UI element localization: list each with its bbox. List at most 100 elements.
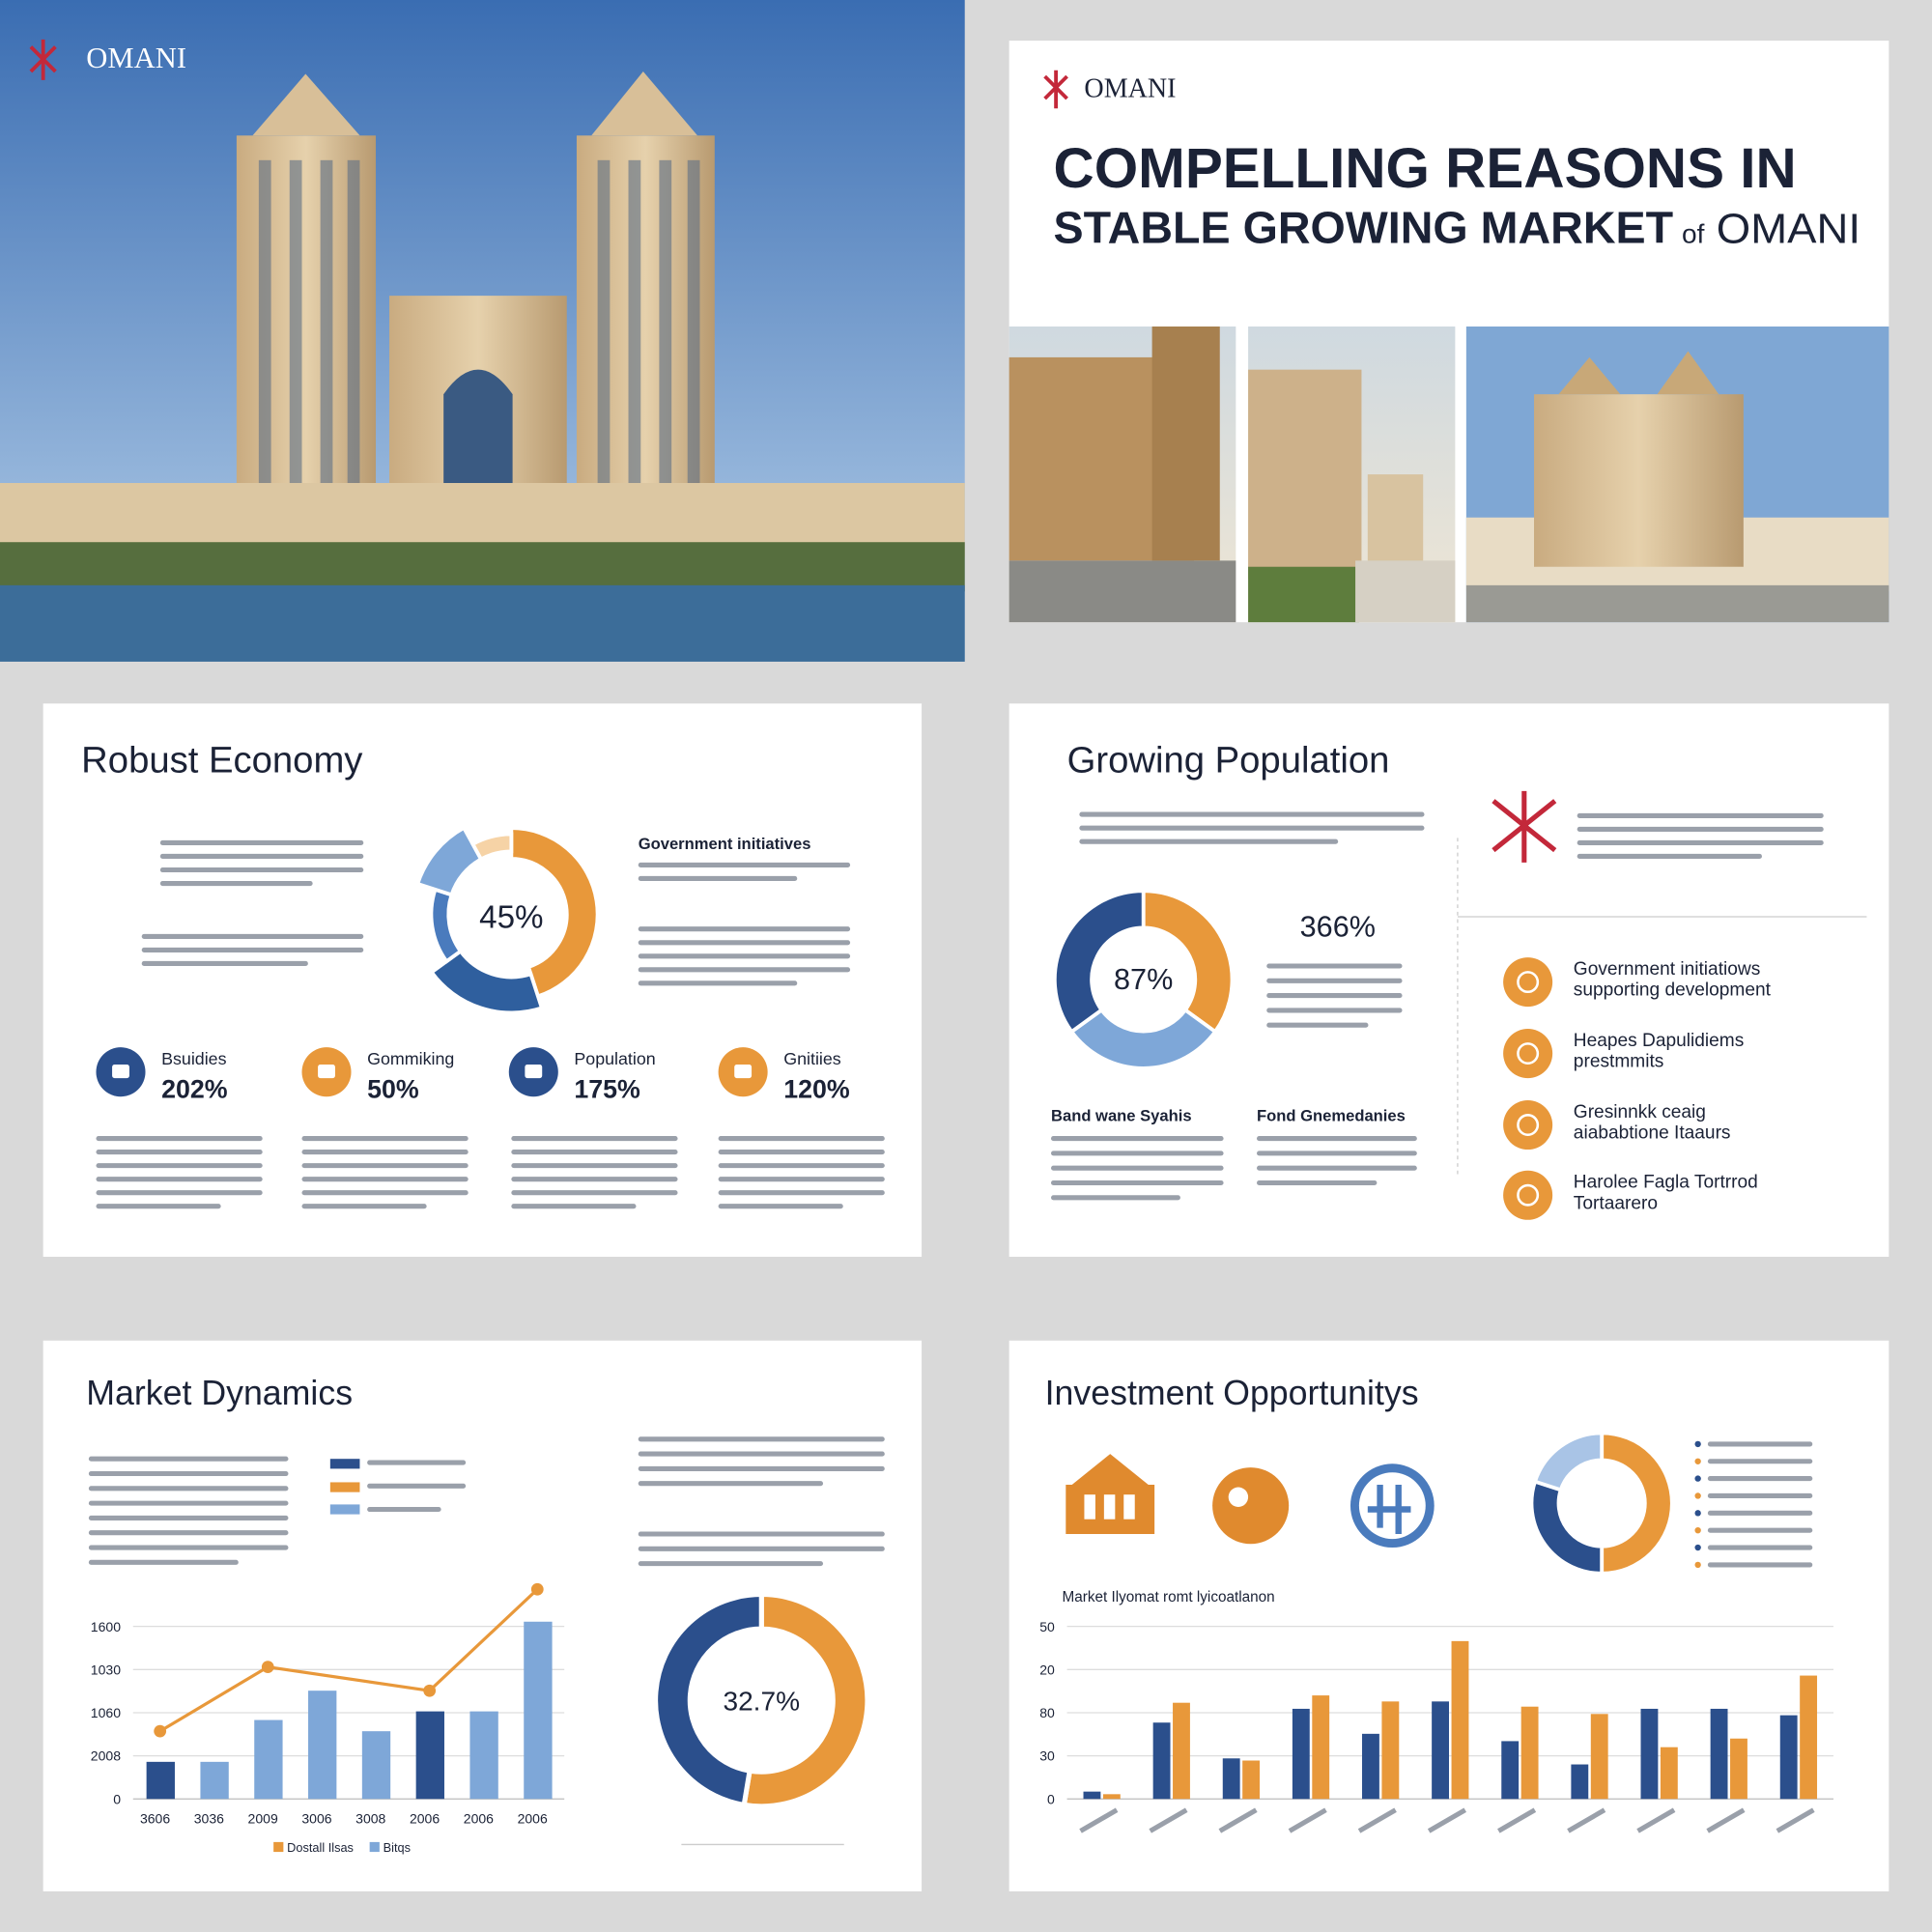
x-tick-placeholder: [1497, 1807, 1537, 1833]
market-slide: Market Dynamics 32.7%: [43, 1340, 923, 1891]
line-marker: [530, 1582, 544, 1596]
bar: [308, 1690, 337, 1800]
donut: [653, 1591, 870, 1809]
donut: [1529, 1431, 1674, 1576]
donut-segment: [653, 1591, 764, 1808]
logo-text: OMANI: [1084, 74, 1176, 104]
bar: [1730, 1738, 1747, 1800]
text-placeholder: [1577, 826, 1824, 832]
bar: [1292, 1708, 1310, 1800]
bar: [1590, 1714, 1608, 1800]
text-placeholder: [511, 1163, 678, 1169]
text-placeholder: [96, 1150, 263, 1155]
text-placeholder: [367, 1506, 441, 1513]
text-placeholder: [638, 926, 851, 932]
text-placeholder: [96, 1177, 263, 1182]
x-tick-placeholder: [1636, 1807, 1676, 1833]
icon: [1228, 1487, 1249, 1507]
line-marker: [261, 1661, 274, 1674]
text-placeholder: [638, 1546, 885, 1551]
text-placeholder: [718, 1136, 885, 1142]
y-tick-label: 0: [1047, 1791, 1055, 1806]
text-placeholder: [1257, 1165, 1417, 1171]
slide-title: Robust Economy: [81, 740, 363, 781]
donut: [1052, 889, 1235, 1070]
text-placeholder: [301, 1204, 427, 1209]
donut-segment: [1052, 889, 1146, 1035]
legend-swatch: [273, 1841, 284, 1853]
y-tick-label: 20: [1039, 1662, 1055, 1677]
y-tick-label: 1060: [91, 1705, 121, 1720]
text-placeholder: [718, 1150, 885, 1155]
title-of: of: [1682, 218, 1705, 248]
text-placeholder: [1266, 1022, 1369, 1028]
item-text: Gresinnkk ceaig: [1574, 1102, 1706, 1122]
x-tick-placeholder: [1288, 1807, 1327, 1833]
text-placeholder: [638, 875, 798, 881]
x-tick-label: 3606: [140, 1811, 170, 1827]
legend-label: Dostall Ilsas: [287, 1840, 354, 1855]
text-placeholder: [88, 1545, 289, 1550]
stat-label: Population: [574, 1049, 655, 1068]
bar: [1312, 1695, 1330, 1800]
bar: [524, 1621, 553, 1800]
text-placeholder: [1051, 1136, 1224, 1142]
text-placeholder: [159, 853, 364, 860]
bar: [254, 1719, 283, 1800]
text-placeholder: [718, 1204, 843, 1209]
y-tick-label: 0: [113, 1791, 121, 1806]
bar: [1800, 1675, 1818, 1800]
icon: [1065, 1454, 1155, 1535]
legend-bullet: [1694, 1492, 1701, 1499]
legend-bullet: [1694, 1510, 1701, 1517]
text-placeholder: [1051, 1151, 1224, 1156]
text-placeholder: [1051, 1195, 1180, 1201]
line: [158, 1588, 539, 1733]
y-tick-label: 2008: [91, 1748, 121, 1764]
intro-slide: OMANI COMPELLING REASONS IN STABLE GROWI…: [1009, 41, 1889, 623]
donut-label: 87%: [1114, 963, 1173, 996]
item-icon: [1503, 1100, 1553, 1151]
item-icon: [1503, 1170, 1553, 1220]
text-placeholder: [88, 1486, 289, 1492]
donut: [414, 825, 600, 1015]
x-tick-placeholder: [1427, 1807, 1467, 1833]
chart-title: Market Ilyomat romt lyicoatlanon: [1062, 1589, 1274, 1605]
donut-segment: [1068, 1007, 1218, 1070]
text-placeholder: [638, 862, 851, 867]
investment-slide: Investment Opportunitys Market Ilyomat r…: [1009, 1340, 1889, 1891]
title-line: COMPELLING REASONS IN: [1054, 137, 1797, 200]
text-placeholder: [88, 1530, 289, 1536]
text-placeholder: [301, 1190, 469, 1196]
text-placeholder: [718, 1190, 885, 1196]
x-tick-label: 2006: [518, 1811, 548, 1827]
text-placeholder: [1079, 838, 1339, 844]
bar: [1381, 1701, 1400, 1800]
section-heading: Government initiatives: [639, 835, 811, 853]
icon: [1367, 1484, 1411, 1535]
y-tick-label: 30: [1039, 1748, 1055, 1764]
x-tick-label: 2009: [248, 1811, 278, 1827]
text-placeholder: [301, 1163, 469, 1169]
logo-text: OMANI: [86, 42, 186, 74]
text-placeholder: [1707, 1441, 1813, 1447]
text-placeholder: [1266, 993, 1403, 999]
bar: [1362, 1733, 1379, 1800]
text-placeholder: [88, 1559, 239, 1565]
bar: [1660, 1747, 1678, 1800]
text-placeholder: [1707, 1545, 1813, 1550]
y-tick-label: 50: [1039, 1619, 1055, 1634]
text-placeholder: [718, 1163, 885, 1169]
donut-segment: [509, 826, 600, 999]
stat-label: Gnitiies: [783, 1049, 841, 1068]
legend-bullet: [1694, 1561, 1701, 1569]
line-marker: [154, 1724, 167, 1738]
bar: [1152, 1722, 1171, 1800]
item-icon-glyph: [1517, 1042, 1540, 1065]
legend-bullet: [1694, 1440, 1701, 1448]
legend-bullet: [1694, 1526, 1701, 1534]
title-line: STABLE GROWING MARKET: [1054, 202, 1674, 252]
item-icon: [1503, 1029, 1553, 1079]
text-placeholder: [367, 1483, 467, 1489]
